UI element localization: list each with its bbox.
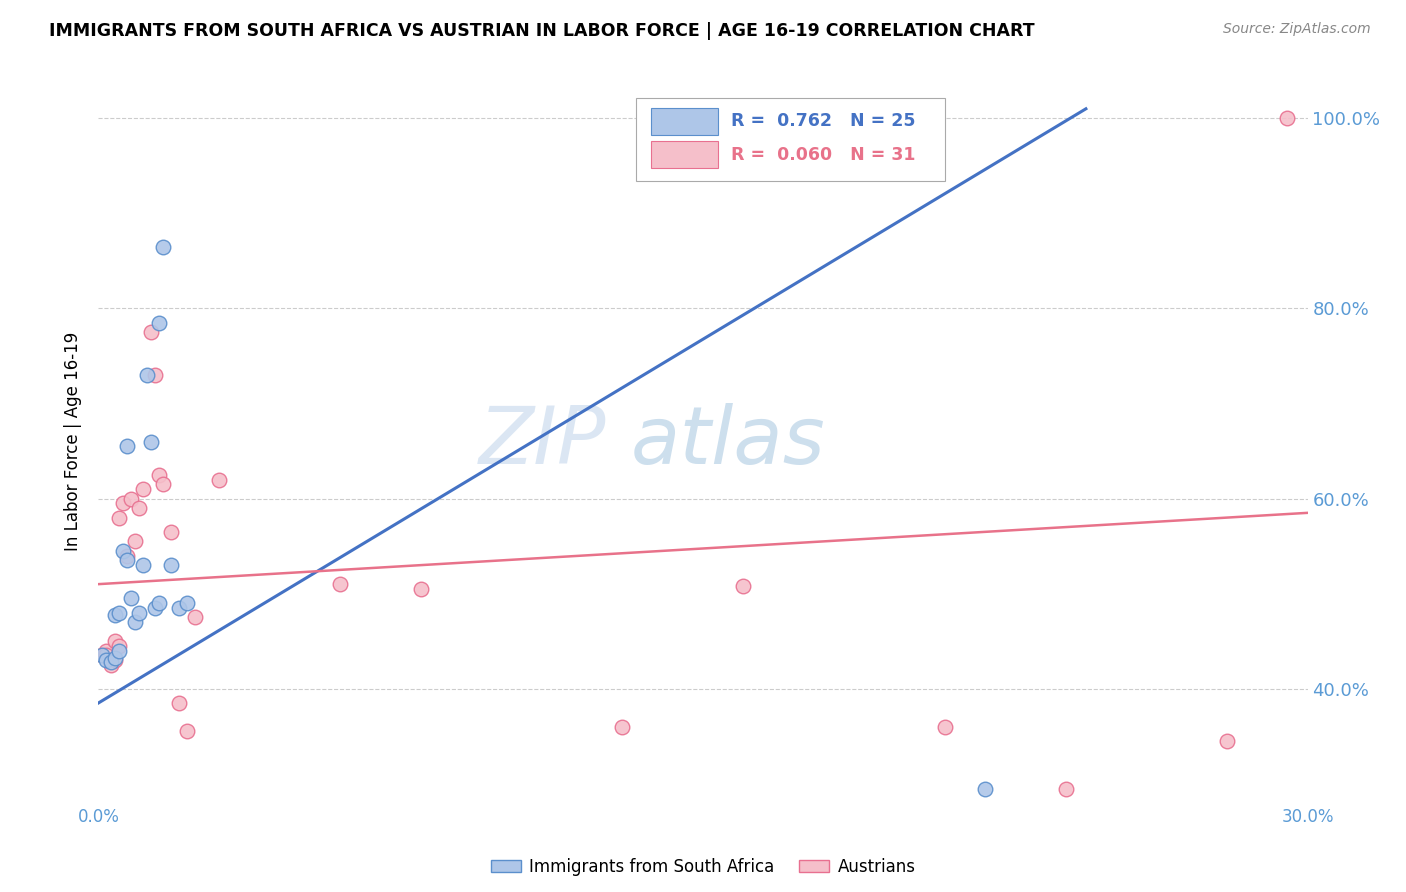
Point (115, 439, 138, 453)
Point (934, 720, 956, 734)
Point (135, 368, 157, 382)
Point (103, 653, 125, 667)
FancyBboxPatch shape (651, 108, 717, 136)
Point (107, 606, 129, 620)
Point (733, 579, 755, 593)
Point (176, 596, 198, 610)
Point (148, 316, 170, 330)
Point (91, 648, 114, 663)
Point (208, 473, 231, 487)
Point (103, 651, 125, 665)
Point (124, 534, 146, 549)
Point (139, 434, 162, 449)
Point (1054, 781, 1077, 796)
Point (167, 696, 190, 710)
Point (111, 544, 134, 558)
Point (853, 106, 876, 120)
Point (176, 724, 198, 739)
Point (128, 501, 150, 516)
Point (107, 510, 129, 524)
Legend: Immigrants from South Africa, Austrians: Immigrants from South Africa, Austrians (484, 851, 922, 882)
Text: atlas: atlas (630, 402, 825, 481)
Point (184, 610, 207, 624)
Point (148, 467, 170, 482)
Point (143, 368, 166, 382)
Point (132, 482, 155, 496)
Point (128, 606, 150, 620)
Point (100, 657, 122, 672)
Point (143, 601, 166, 615)
Point (124, 615, 146, 630)
Point (96, 653, 118, 667)
Point (329, 577, 352, 591)
Point (152, 240, 174, 254)
FancyBboxPatch shape (651, 141, 717, 169)
Point (96, 648, 118, 663)
FancyBboxPatch shape (637, 98, 945, 181)
Point (107, 643, 129, 657)
Point (1216, 734, 1239, 748)
Point (103, 634, 125, 648)
Text: ZIP: ZIP (479, 402, 606, 481)
Point (409, 582, 432, 596)
Point (100, 655, 122, 669)
Point (139, 325, 162, 339)
Point (120, 491, 142, 506)
Point (612, 720, 634, 734)
Point (115, 553, 138, 567)
Point (132, 558, 155, 573)
Point (103, 607, 125, 622)
Point (148, 596, 170, 610)
Point (160, 524, 183, 539)
Point (152, 477, 174, 491)
Point (160, 558, 183, 573)
Point (120, 591, 142, 606)
Point (107, 639, 129, 653)
Text: Source: ZipAtlas.com: Source: ZipAtlas.com (1223, 22, 1371, 37)
Y-axis label: In Labor Force | Age 16-19: In Labor Force | Age 16-19 (65, 332, 83, 551)
Point (96, 643, 118, 657)
Point (115, 549, 138, 563)
Text: R =  0.762   N = 25: R = 0.762 N = 25 (731, 112, 915, 130)
Text: R =  0.060   N = 31: R = 0.060 N = 31 (731, 145, 915, 164)
Point (1277, 112, 1299, 126)
Point (111, 496, 134, 510)
Point (91, 648, 114, 663)
Point (167, 601, 190, 615)
Point (974, 781, 997, 796)
Text: IMMIGRANTS FROM SOUTH AFRICA VS AUSTRIAN IN LABOR FORCE | AGE 16-19 CORRELATION : IMMIGRANTS FROM SOUTH AFRICA VS AUSTRIAN… (49, 22, 1035, 40)
